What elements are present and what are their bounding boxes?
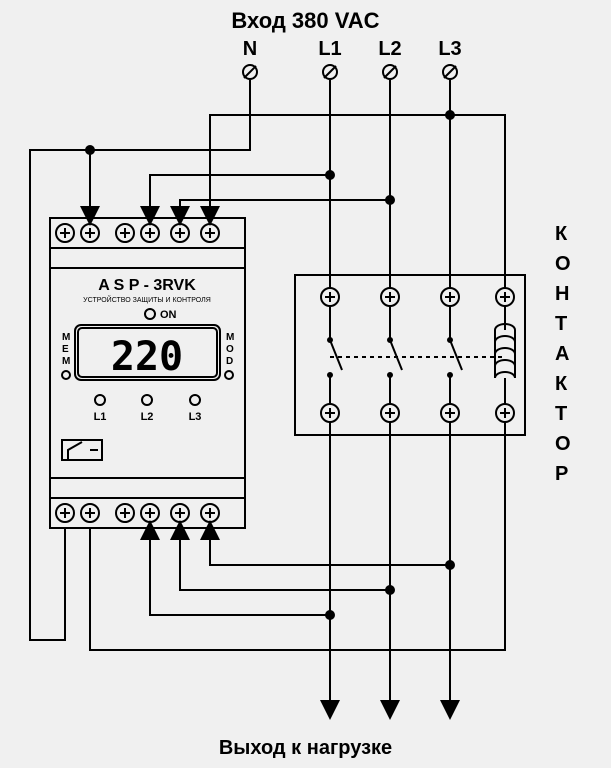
mem-label: M <box>62 332 70 343</box>
led-label-L3: L3 <box>189 411 202 423</box>
terminal-label-L3: L3 <box>438 38 461 60</box>
terminal-label-L1: L1 <box>318 38 341 60</box>
svg-text:O: O <box>226 344 234 355</box>
svg-text:D: D <box>226 356 233 367</box>
svg-text:А: А <box>555 343 569 365</box>
svg-text:Н: Н <box>555 283 569 305</box>
svg-text:E: E <box>62 344 69 355</box>
contactor <box>295 275 525 435</box>
output-title: Выход к нагрузке <box>0 737 611 760</box>
svg-text:Т: Т <box>555 313 567 335</box>
device-asp-3rvk: A S P - 3RVK УСТРОЙСТВО ЗАЩИТЫ И КОНТРОЛ… <box>50 218 245 528</box>
mod-label: M <box>226 332 234 343</box>
wiring-diagram: N L1 L2 L3 <box>0 0 611 768</box>
input-wires <box>90 80 454 288</box>
input-title: Вход 380 VAC <box>0 8 611 34</box>
svg-text:О: О <box>555 433 571 455</box>
device-subtitle: УСТРОЙСТВО ЗАЩИТЫ И КОНТРОЛЯ <box>83 295 211 304</box>
contactor-label: К О Н Т А К Т О Р <box>555 223 571 485</box>
svg-text:M: M <box>62 356 70 367</box>
svg-text:О: О <box>555 253 571 275</box>
terminal-label-L2: L2 <box>378 38 401 60</box>
led-label-L2: L2 <box>141 411 154 423</box>
svg-text:К: К <box>555 223 568 245</box>
svg-text:Р: Р <box>555 463 568 485</box>
device-model: A S P - 3RVK <box>98 277 196 294</box>
terminal-label-N: N <box>243 38 257 60</box>
led-label-L1: L1 <box>94 411 107 423</box>
device-display: 220 <box>111 334 183 380</box>
on-label: ON <box>160 309 177 321</box>
svg-text:К: К <box>555 373 568 395</box>
input-terminals: N L1 L2 L3 <box>243 38 462 79</box>
svg-text:Т: Т <box>555 403 567 425</box>
